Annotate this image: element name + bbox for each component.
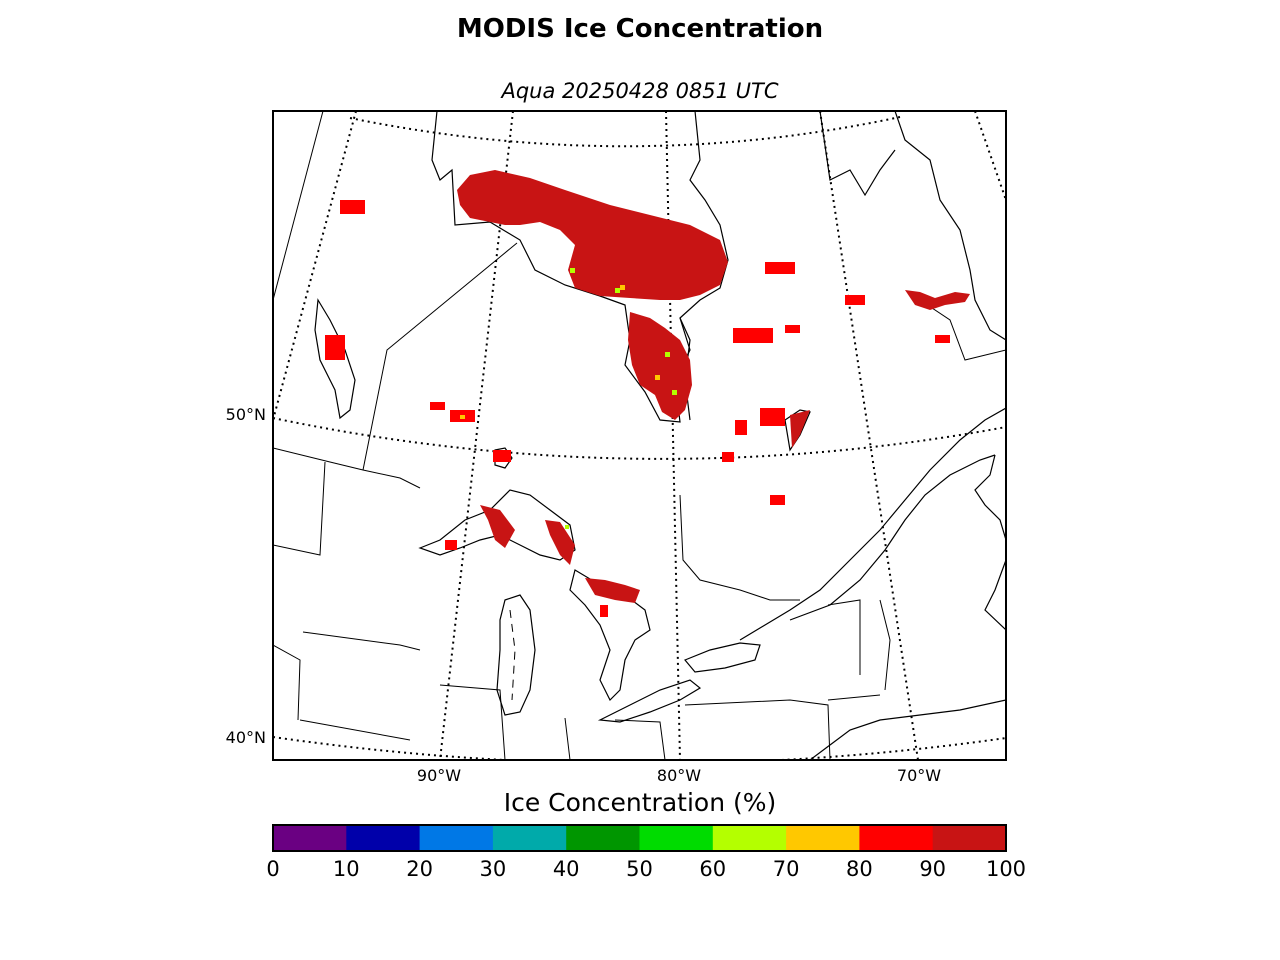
lake-erie — [597, 679, 702, 723]
lon-label-80w: 80°W — [656, 766, 702, 785]
figure-title: MODIS Ice Concentration — [456, 14, 824, 44]
manitoba-saskatchewan — [273, 111, 324, 301]
meridian-80w — [665, 111, 681, 760]
colorbar-tick-label: 10 — [332, 857, 360, 881]
lat-label-50n: 50°N — [225, 405, 266, 424]
political-borders — [273, 111, 1006, 760]
lake-mistassini — [784, 409, 811, 452]
hudson-bay-coast — [431, 111, 729, 423]
parallel-40n — [273, 736, 1006, 760]
ungava-coast — [819, 111, 896, 197]
map-area — [273, 111, 1006, 760]
us-state-lines — [273, 461, 891, 760]
colorbar-tick-label: 50 — [626, 857, 653, 881]
st-lawrence-north — [739, 407, 1006, 641]
ice-james-bay — [628, 312, 692, 420]
lake-superior — [418, 489, 576, 561]
colorbar-tick-label: 90 — [919, 857, 947, 881]
labrador-coast — [894, 111, 1006, 341]
colorbar-segment — [273, 825, 347, 851]
ice-mid-concentration — [460, 285, 660, 419]
colorbar-tick-label: 40 — [552, 857, 580, 881]
figure-subtitle: Aqua 20250428 0851 UTC — [501, 79, 779, 103]
colorbar-segment — [566, 825, 640, 851]
meridian-70w — [974, 111, 1006, 201]
manitoba-ontario-border — [362, 242, 518, 471]
lake-michigan — [496, 594, 536, 716]
lake-nipigon — [494, 447, 513, 469]
canada-us-border-west — [273, 447, 421, 489]
lake-michigan-dashed — [509, 609, 516, 701]
ice-low-concentration — [565, 268, 677, 529]
gaspe — [974, 454, 1006, 541]
parallel-60n — [349, 116, 901, 148]
ice-north-channel — [585, 578, 640, 603]
colorbar-segment — [639, 825, 714, 851]
quebec-labrador — [919, 299, 1006, 361]
colorbar-segment — [786, 825, 860, 851]
colorbar-segment — [712, 825, 787, 851]
meridian-75w — [819, 111, 919, 760]
quebec-ontario-border — [679, 494, 800, 601]
colorbar-segment — [419, 825, 494, 851]
ice-labrador — [905, 290, 970, 310]
lat-label-40n: 40°N — [225, 728, 266, 747]
colorbar-tick-label: 30 — [479, 857, 507, 881]
colorbar-tick-label: 70 — [772, 857, 800, 881]
coastlines — [314, 111, 1006, 760]
ice-lake-superior — [480, 505, 515, 548]
graticule — [273, 111, 1006, 760]
ice-fields — [325, 170, 970, 617]
colorbar-segment — [932, 825, 1007, 851]
parallel-50n — [273, 417, 1006, 460]
new-england-coast — [809, 699, 1006, 760]
colorbar-tick-label: 0 — [266, 857, 280, 881]
nova-scotia — [984, 559, 1006, 631]
colorbar-tick-label: 60 — [699, 857, 727, 881]
ice-hudson-bay — [457, 170, 728, 300]
colorbar-segment — [346, 825, 421, 851]
ice-specks — [325, 200, 950, 617]
lon-label-90w: 90°W — [416, 766, 462, 785]
ice-quebec-lakes — [790, 410, 810, 448]
st-lawrence-south — [789, 454, 996, 621]
map-frame — [272, 110, 1007, 761]
lake-ontario — [684, 642, 761, 673]
colorbar-segment — [492, 825, 567, 851]
colorbar-title: Ice Concentration (%) — [503, 788, 777, 817]
colorbar-tick-label: 20 — [406, 857, 433, 881]
ice-superior-east — [545, 520, 575, 565]
colorbar — [273, 825, 1007, 851]
colorbar-frame — [272, 824, 1007, 852]
lon-label-70w: 70°W — [896, 766, 942, 785]
colorbar-segment — [859, 825, 934, 851]
colorbar-tick-label: 100 — [985, 857, 1027, 881]
colorbar-tick-label: 80 — [846, 857, 873, 881]
meridian-100w — [273, 111, 357, 421]
